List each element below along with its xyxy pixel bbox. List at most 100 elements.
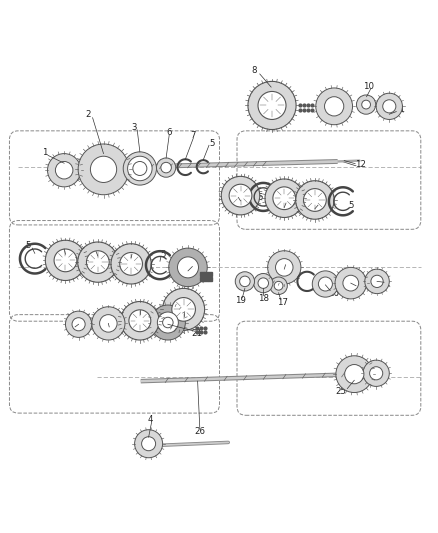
Circle shape <box>55 161 73 179</box>
Text: 5: 5 <box>256 193 262 203</box>
Circle shape <box>162 288 204 330</box>
Circle shape <box>111 244 151 284</box>
Circle shape <box>274 281 283 290</box>
Circle shape <box>295 181 333 219</box>
Circle shape <box>120 253 142 275</box>
Text: 19: 19 <box>234 296 245 305</box>
Circle shape <box>342 275 358 291</box>
Circle shape <box>324 96 343 116</box>
Circle shape <box>361 100 370 109</box>
Circle shape <box>318 277 332 291</box>
Text: 14: 14 <box>314 198 325 207</box>
Circle shape <box>141 437 155 451</box>
Circle shape <box>272 187 295 209</box>
Circle shape <box>54 249 77 272</box>
Text: 18: 18 <box>257 294 268 303</box>
Circle shape <box>162 317 173 328</box>
Text: 11: 11 <box>393 106 404 115</box>
Text: 5: 5 <box>347 201 353 209</box>
Text: 7: 7 <box>190 131 195 140</box>
Circle shape <box>247 82 295 130</box>
Text: 5: 5 <box>160 250 166 259</box>
Text: 3: 3 <box>131 123 137 132</box>
Circle shape <box>258 278 268 288</box>
Circle shape <box>129 310 150 332</box>
Text: 21: 21 <box>191 329 202 338</box>
Circle shape <box>78 242 118 282</box>
Circle shape <box>265 179 303 217</box>
Text: 22: 22 <box>103 326 114 334</box>
Circle shape <box>157 312 178 333</box>
Circle shape <box>267 251 300 284</box>
Text: 10: 10 <box>281 257 292 266</box>
Circle shape <box>356 95 375 114</box>
Circle shape <box>47 154 81 187</box>
Circle shape <box>177 257 198 278</box>
Text: 4: 4 <box>147 415 153 424</box>
Circle shape <box>160 163 171 173</box>
Circle shape <box>72 318 85 331</box>
Circle shape <box>158 313 177 332</box>
Text: 5: 5 <box>311 284 317 293</box>
Circle shape <box>258 92 286 119</box>
Circle shape <box>168 248 207 287</box>
Text: 14: 14 <box>279 196 290 205</box>
Circle shape <box>362 360 389 386</box>
Circle shape <box>370 275 382 287</box>
Text: 1: 1 <box>383 279 389 288</box>
Text: 2: 2 <box>85 110 91 119</box>
Text: 10: 10 <box>362 82 373 91</box>
Circle shape <box>235 272 254 291</box>
Circle shape <box>92 307 125 340</box>
Text: 14: 14 <box>54 242 65 251</box>
Text: 9: 9 <box>326 106 332 115</box>
Circle shape <box>171 297 195 321</box>
Text: 13: 13 <box>190 260 201 269</box>
Circle shape <box>150 305 185 340</box>
Circle shape <box>45 240 85 280</box>
Circle shape <box>86 251 109 273</box>
Text: 25: 25 <box>335 387 346 395</box>
Circle shape <box>99 314 117 332</box>
Circle shape <box>382 100 395 113</box>
Circle shape <box>229 184 251 207</box>
Text: 5: 5 <box>209 139 215 148</box>
Text: 16: 16 <box>327 289 338 298</box>
Text: 15: 15 <box>353 283 364 292</box>
Text: 14: 14 <box>124 247 135 256</box>
Circle shape <box>364 269 389 294</box>
Text: 8: 8 <box>251 66 257 75</box>
Text: 26: 26 <box>194 427 205 437</box>
Circle shape <box>127 156 152 181</box>
Circle shape <box>369 367 382 380</box>
Circle shape <box>311 271 338 297</box>
Text: 5: 5 <box>25 241 31 250</box>
Text: 24: 24 <box>67 326 78 334</box>
Text: 12: 12 <box>354 160 365 169</box>
Circle shape <box>303 189 325 212</box>
Circle shape <box>335 356 372 392</box>
Text: 14: 14 <box>88 245 99 254</box>
Circle shape <box>65 311 92 337</box>
Circle shape <box>334 268 366 299</box>
Circle shape <box>275 259 292 276</box>
Circle shape <box>375 93 402 119</box>
Circle shape <box>120 302 159 340</box>
Circle shape <box>90 156 117 182</box>
Circle shape <box>131 160 148 177</box>
Circle shape <box>269 277 287 295</box>
Circle shape <box>134 430 162 458</box>
Circle shape <box>315 88 352 125</box>
Text: 6: 6 <box>166 128 172 137</box>
Circle shape <box>221 176 259 215</box>
Text: 17: 17 <box>277 298 288 307</box>
Text: 1: 1 <box>42 148 47 157</box>
Circle shape <box>239 276 250 287</box>
Circle shape <box>133 161 147 175</box>
Text: 20: 20 <box>134 312 145 321</box>
Text: 20: 20 <box>178 313 189 322</box>
Circle shape <box>344 365 363 384</box>
Text: 14: 14 <box>229 190 240 199</box>
Circle shape <box>123 152 156 185</box>
Circle shape <box>78 144 129 195</box>
